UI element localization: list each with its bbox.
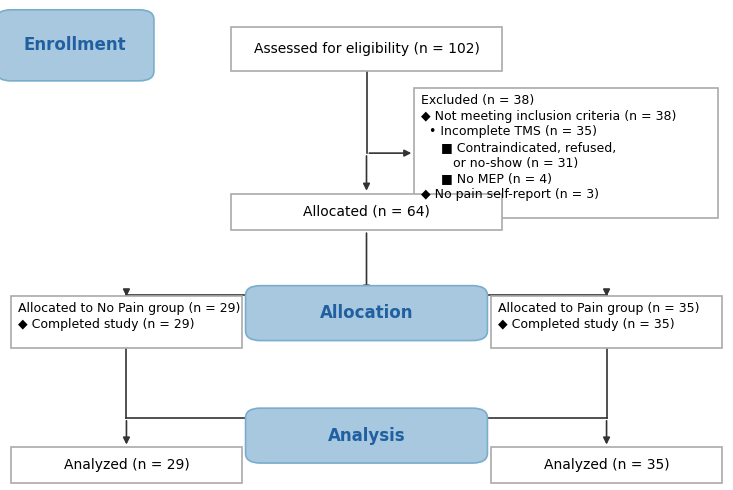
Text: ◆ Not meeting inclusion criteria (n = 38): ◆ Not meeting inclusion criteria (n = 38… [421,110,677,123]
FancyBboxPatch shape [491,447,722,483]
FancyBboxPatch shape [231,194,502,230]
Text: Analyzed (n = 35): Analyzed (n = 35) [544,458,669,472]
Text: ◆ No pain self-report (n = 3): ◆ No pain self-report (n = 3) [421,188,600,201]
Text: Assessed for eligibility (n = 102): Assessed for eligibility (n = 102) [254,42,479,56]
Text: ■ Contraindicated, refused,: ■ Contraindicated, refused, [421,141,616,154]
Text: Excluded (n = 38): Excluded (n = 38) [421,94,535,107]
FancyBboxPatch shape [11,447,242,483]
Text: Enrollment: Enrollment [23,36,127,54]
FancyBboxPatch shape [491,296,722,348]
Text: Allocated (n = 64): Allocated (n = 64) [303,205,430,219]
Text: ■ No MEP (n = 4): ■ No MEP (n = 4) [421,172,553,186]
Text: or no-show (n = 31): or no-show (n = 31) [421,157,579,170]
FancyBboxPatch shape [11,296,242,348]
Text: Allocation: Allocation [320,304,413,322]
FancyBboxPatch shape [414,88,718,218]
FancyBboxPatch shape [231,27,502,71]
Text: • Incomplete TMS (n = 35): • Incomplete TMS (n = 35) [421,125,597,139]
Text: Analysis: Analysis [328,427,405,444]
Text: Analyzed (n = 29): Analyzed (n = 29) [64,458,189,472]
Text: ◆ Completed study (n = 35): ◆ Completed study (n = 35) [498,318,675,331]
FancyBboxPatch shape [246,286,487,341]
FancyBboxPatch shape [0,10,154,81]
Text: ◆ Completed study (n = 29): ◆ Completed study (n = 29) [18,318,195,331]
FancyBboxPatch shape [246,408,487,463]
Text: Allocated to No Pain group (n = 29): Allocated to No Pain group (n = 29) [18,302,240,316]
Text: Allocated to Pain group (n = 35): Allocated to Pain group (n = 35) [498,302,700,316]
